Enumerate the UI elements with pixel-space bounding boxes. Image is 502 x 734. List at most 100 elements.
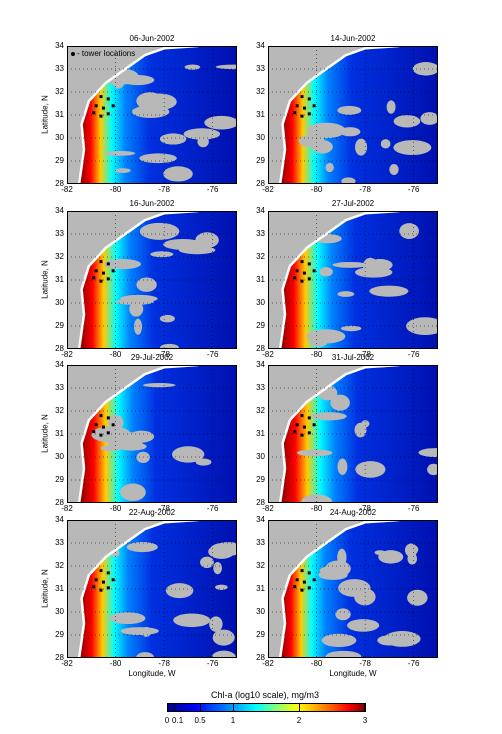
cloud-mask bbox=[427, 463, 438, 476]
cloud-mask bbox=[321, 633, 357, 648]
y-tick-label: 34 bbox=[256, 41, 265, 50]
cloud-mask bbox=[133, 318, 143, 335]
y-tick-label: 30 bbox=[256, 607, 265, 616]
colorbar-tick-label: 2 bbox=[296, 716, 302, 725]
cloud-mask bbox=[197, 135, 209, 148]
chlorophyll-map bbox=[268, 211, 438, 349]
y-tick-label: 33 bbox=[55, 538, 64, 547]
cloud-mask bbox=[330, 394, 350, 411]
cloud-mask bbox=[91, 426, 131, 443]
cloud-mask bbox=[355, 461, 386, 478]
cloud-mask bbox=[213, 561, 222, 575]
x-tick-label: -82 bbox=[61, 185, 73, 194]
tower-marker bbox=[295, 269, 299, 273]
map-panel: 27-Jul-2002 34 33 32 31 30 29 28 -82 -80 -78 -76 bbox=[256, 199, 438, 359]
tower-marker bbox=[94, 423, 98, 427]
cloud-mask bbox=[163, 238, 203, 250]
cloud-mask bbox=[311, 412, 347, 421]
y-tick-label: 28 bbox=[256, 653, 265, 662]
y-axis-label: Latitude, N bbox=[40, 260, 50, 299]
tower-marker bbox=[300, 433, 304, 437]
tower-marker bbox=[99, 433, 103, 437]
cloud-mask bbox=[298, 64, 326, 69]
tower-marker bbox=[101, 425, 105, 429]
coastline bbox=[278, 46, 400, 184]
cloud-mask bbox=[407, 589, 428, 606]
x-tick-label: -80 bbox=[310, 185, 323, 194]
y-tick-label: 32 bbox=[256, 406, 265, 415]
y-tick-label: 34 bbox=[256, 206, 265, 215]
map-panel: 06-Jun-2002 - tower locations 34 33 32 31 30 29… bbox=[41, 34, 237, 194]
tower-marker bbox=[300, 114, 304, 118]
y-tick-label: 31 bbox=[256, 584, 265, 593]
cloud-mask bbox=[412, 62, 438, 76]
x-tick-label: -82 bbox=[262, 504, 274, 513]
cloud-mask bbox=[160, 343, 179, 349]
tower-marker bbox=[295, 578, 299, 582]
tower-marker bbox=[92, 585, 96, 589]
cloud-mask bbox=[406, 317, 438, 336]
cloud-mask bbox=[319, 267, 333, 277]
x-tick-label: -78 bbox=[359, 659, 371, 668]
cloud-mask bbox=[183, 128, 221, 140]
x-tick-label: -80 bbox=[109, 659, 122, 668]
panel-title: 16-Jun-2002 bbox=[129, 199, 175, 208]
colorbar-title: Chl-a (log10 scale), mg/m3 bbox=[210, 690, 320, 700]
cloud-mask bbox=[117, 442, 147, 451]
y-tick-label: 33 bbox=[55, 383, 64, 392]
x-tick-label: -80 bbox=[310, 659, 323, 668]
y-axis-label: Latitude, N bbox=[40, 414, 50, 453]
tower-marker bbox=[106, 431, 110, 435]
cloud-mask bbox=[355, 266, 393, 278]
y-tick-label: 33 bbox=[256, 64, 265, 73]
tower-marker bbox=[302, 425, 306, 429]
cloud-mask bbox=[215, 584, 228, 590]
cloud-mask bbox=[215, 64, 237, 70]
y-tick-label: 28 bbox=[55, 179, 64, 188]
x-tick-label: -82 bbox=[61, 504, 73, 513]
y-tick-label: 33 bbox=[256, 383, 265, 392]
y-tick-label: 29 bbox=[55, 321, 64, 330]
coastline bbox=[278, 520, 400, 658]
y-tick-label: 29 bbox=[55, 156, 64, 165]
tower-marker bbox=[94, 269, 98, 273]
y-tick-label: 32 bbox=[256, 87, 265, 96]
legend-marker bbox=[71, 51, 75, 56]
tower-marker bbox=[307, 277, 311, 281]
y-tick-label: 28 bbox=[256, 498, 265, 507]
tower-marker bbox=[106, 277, 110, 281]
cloud-mask bbox=[298, 134, 325, 148]
cloud-mask bbox=[337, 105, 362, 115]
cloud-mask bbox=[325, 560, 351, 577]
cloud-mask bbox=[120, 483, 146, 502]
cloud-mask bbox=[144, 101, 163, 113]
cloud-mask bbox=[211, 650, 236, 658]
tower-marker bbox=[111, 269, 115, 273]
cloud-mask bbox=[355, 138, 368, 156]
tower-marker bbox=[295, 104, 299, 108]
cloud-mask bbox=[337, 291, 355, 297]
cloud-mask bbox=[393, 115, 421, 128]
tower-marker bbox=[106, 97, 110, 101]
cloud-mask bbox=[404, 543, 418, 557]
tower-marker bbox=[111, 423, 115, 427]
y-axis-label: Latitude, N bbox=[40, 569, 50, 608]
x-tick-label: -82 bbox=[61, 350, 73, 359]
x-tick-label: -76 bbox=[206, 504, 219, 513]
y-tick-label: 32 bbox=[256, 561, 265, 570]
cloud-mask bbox=[136, 451, 150, 463]
x-tick-label: -78 bbox=[158, 504, 170, 513]
y-tick-label: 34 bbox=[55, 360, 64, 369]
coastline bbox=[278, 365, 400, 503]
tower-marker bbox=[92, 111, 96, 115]
cloud-mask bbox=[100, 445, 122, 452]
y-tick-label: 32 bbox=[55, 252, 64, 261]
y-tick-label: 28 bbox=[256, 344, 265, 353]
y-tick-label: 30 bbox=[55, 607, 64, 616]
chlorophyll-map bbox=[67, 520, 237, 658]
x-tick-label: -76 bbox=[407, 185, 420, 194]
map-frame bbox=[268, 365, 438, 503]
x-tick-label: -80 bbox=[310, 350, 323, 359]
x-tick-label: -76 bbox=[407, 350, 420, 359]
y-tick-label: 29 bbox=[256, 630, 265, 639]
